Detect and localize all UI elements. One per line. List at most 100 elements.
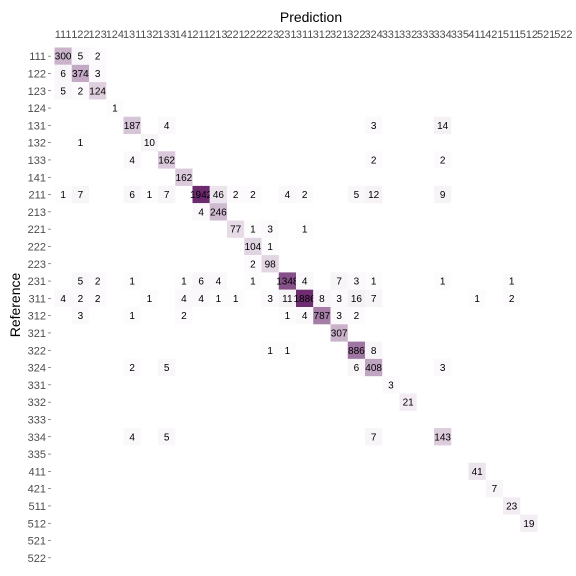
cell-value-label: 1 [216,294,222,305]
cell-value-label: 4 [285,190,291,201]
cell-value-label: 5 [60,86,66,97]
cell-value-label: 2 [95,52,101,63]
cell-value-label: 787 [314,311,331,322]
y-tick-label: 421 [28,484,46,496]
cell-value-label: 5 [164,363,170,374]
cell-value-label: 1348 [276,277,299,288]
cell-value-label: 374 [72,69,89,80]
x-tick-label: 223 [261,29,279,41]
cell-value-label: 2 [354,311,360,322]
cell-value-label: 2 [181,311,187,322]
cell-value-label: 7 [371,294,377,305]
x-axis-title: Prediction [280,9,342,25]
cell-value-label: 2 [250,190,256,201]
cell-value-label: 1 [267,242,273,253]
y-tick-label: 124 [28,103,46,115]
cell-value-label: 9 [440,190,446,201]
cell-value-label: 5 [78,277,84,288]
y-tick-label: 133 [28,155,46,167]
cell-value-label: 1 [129,277,135,288]
cell-value-label: 1 [147,190,153,201]
cell-value-label: 4 [302,277,308,288]
x-tick-label: 122 [71,29,89,41]
x-tick-label: 521 [537,29,555,41]
cell-value-label: 2 [302,190,308,201]
cell-value-label: 12 [368,190,380,201]
y-tick-label: 223 [28,259,46,271]
cell-value-label: 5 [164,432,170,443]
cell-value-label: 1 [285,311,291,322]
cell-value-label: 1886 [294,294,317,305]
cell-value-label: 6 [129,190,135,201]
cell-value-label: 4 [216,277,222,288]
cell-value-label: 3 [267,225,273,236]
cell-value-label: 3 [336,294,342,305]
cell-value-label: 3 [267,294,273,305]
x-tick-label: 511 [503,29,521,41]
cell-value-label: 1 [509,277,515,288]
cell-value-label: 98 [265,259,277,270]
x-tick-label: 324 [364,29,382,41]
x-tick-label: 411 [468,29,486,41]
x-tick-label: 312 [313,29,331,41]
y-tick-label: 335 [28,449,46,461]
cell-value-label: 307 [331,328,348,339]
cell-value-label: 2 [95,294,101,305]
cell-value-label: 23 [506,501,518,512]
cell-value-label: 1 [474,294,480,305]
cell-value-label: 1 [60,190,66,201]
cell-value-label: 3 [371,121,377,132]
y-tick-label: 322 [28,345,46,357]
cell-value-label: 300 [55,52,72,63]
x-tick-label: 322 [347,29,365,41]
cell-value-label: 5 [354,190,360,201]
y-tick-label: 522 [28,553,46,565]
x-tick-label: 421 [485,29,503,41]
cell-value-label: 3 [440,363,446,374]
y-tick-label: 122 [28,68,46,80]
x-tick-label: 332 [399,29,417,41]
cell-value-label: 1 [181,277,187,288]
x-tick-label: 133 [157,29,175,41]
cell-value-label: 1942 [190,190,213,201]
cell-value-label: 143 [434,432,451,443]
cell-value-label: 886 [348,346,365,357]
cell-value-label: 4 [198,207,204,218]
cell-value-label: 1 [233,294,239,305]
cell-value-label: 246 [210,207,227,218]
cell-value-label: 19 [523,519,535,530]
cell-value-label: 4 [164,121,170,132]
x-tick-label: 335 [451,29,469,41]
cell-value-label: 408 [365,363,382,374]
cell-value-label: 6 [198,277,204,288]
x-tick-label: 321 [330,29,348,41]
cell-value-label: 3 [78,311,84,322]
cell-value-label: 7 [492,484,498,495]
y-tick-label: 321 [28,328,46,340]
cell-value-label: 21 [403,398,415,409]
y-axis-title: Reference [7,272,23,337]
cell-value-label: 2 [509,294,515,305]
cell-value-label: 1 [112,104,118,115]
cell-value-label: 1 [147,294,153,305]
x-tick-label: 123 [88,29,106,41]
x-tick-label: 131 [123,29,141,41]
cell-value-label: 4 [129,432,135,443]
cell-value-label: 16 [351,294,363,305]
y-tick-label: 132 [28,138,46,150]
y-tick-label: 123 [28,86,46,98]
cell-value-label: 4 [129,155,135,166]
cell-value-label: 8 [371,346,377,357]
cell-value-label: 7 [371,432,377,443]
cell-value-label: 3 [336,311,342,322]
cell-value-label: 10 [144,138,156,149]
cell-value-label: 1 [250,225,256,236]
y-tick-label: 221 [28,224,46,236]
x-tick-label: 222 [244,29,262,41]
cell-value-label: 8 [319,294,325,305]
y-tick-label: 211 [28,190,46,202]
cell-value-label: 2 [440,155,446,166]
y-tick-label: 324 [28,363,46,375]
